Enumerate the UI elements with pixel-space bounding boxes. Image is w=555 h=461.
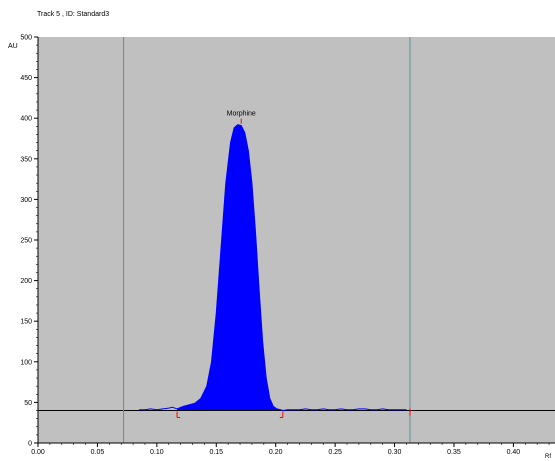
lines-layer xyxy=(38,37,555,443)
peak-area xyxy=(177,124,283,411)
peak-label: Morphine xyxy=(227,111,256,118)
x-tick-label: 0.10 xyxy=(150,449,164,456)
x-tick-label: 0.35 xyxy=(447,449,461,456)
x-tick-label: 0.40 xyxy=(507,449,521,456)
x-tick-label: 0.05 xyxy=(91,449,105,456)
y-tick-label: 400 xyxy=(20,116,32,123)
y-tick-label: 250 xyxy=(20,238,32,245)
x-axis-label: Rf xyxy=(545,454,551,460)
y-tick-label: 0 xyxy=(28,441,32,448)
y-tick-label: 50 xyxy=(24,400,32,407)
y-tick-label: 300 xyxy=(20,197,32,204)
x-tick-label: 0.25 xyxy=(328,449,342,456)
axes-layer xyxy=(34,36,555,447)
y-tick-label: 450 xyxy=(20,75,32,82)
signal-trace xyxy=(139,124,407,412)
y-tick-label: 200 xyxy=(20,278,32,285)
x-tick-label: 0.00 xyxy=(31,449,45,456)
y-tick-label: 500 xyxy=(20,35,32,42)
y-axis-label: AU xyxy=(8,43,18,50)
y-tick-label: 100 xyxy=(20,359,32,366)
peak-start-marker xyxy=(176,411,181,419)
plot-area xyxy=(38,37,555,443)
x-tick-label: 0.20 xyxy=(269,449,283,456)
y-tick-label: 350 xyxy=(20,156,32,163)
x-tick-label: 0.15 xyxy=(209,449,223,456)
chart-title: Track 5 , ID: Standard3 xyxy=(37,11,109,18)
labels-layer: Morphine 0 50 100 150 200 250 300 350 400 450 500 0.… xyxy=(20,35,520,457)
x-tick-label: 0.30 xyxy=(388,449,402,456)
y-tick-label: 150 xyxy=(20,319,32,326)
peak-end-marker xyxy=(279,411,284,419)
peak-fill-layer xyxy=(177,124,283,411)
